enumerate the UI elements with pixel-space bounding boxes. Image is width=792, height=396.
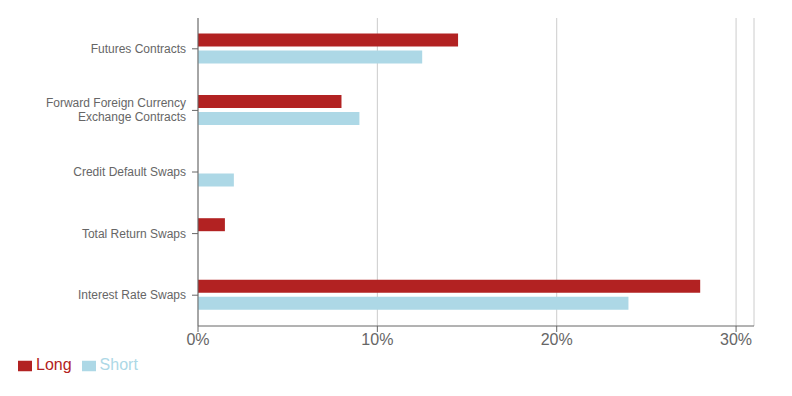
svg-text:Interest Rate Swaps: Interest Rate Swaps [78,288,186,302]
html-text:Short: Short [99,356,138,373]
svg-text:30%: 30% [720,331,752,348]
html-text:Long: Long [36,356,72,373]
svg-text:Credit Default Swaps: Credit Default Swaps [73,165,186,179]
svg-text:0%: 0% [186,331,209,348]
svg-text:Forward Foreign CurrencyExchan: Forward Foreign CurrencyExchange Contrac… [46,96,186,124]
svg-text:Total Return Swaps: Total Return Swaps [82,227,186,241]
svg-text:20%: 20% [541,331,573,348]
svg-text:10%: 10% [361,331,393,348]
svg-text:Futures Contracts: Futures Contracts [91,42,186,56]
